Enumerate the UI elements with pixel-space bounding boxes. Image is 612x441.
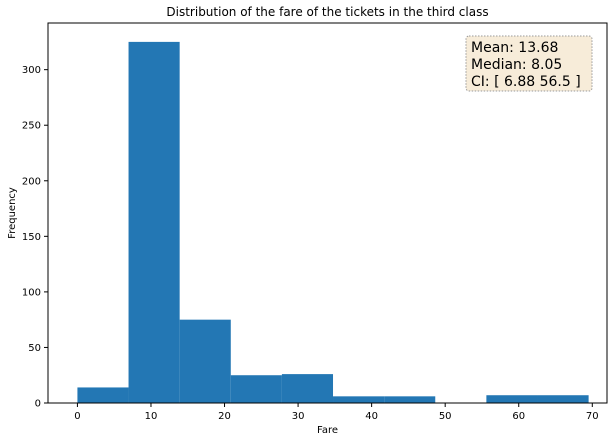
histogram-bar: [230, 375, 282, 403]
x-tick-label: 40: [365, 411, 378, 422]
plot-area: [47, 22, 608, 404]
y-tick-label: 50: [28, 343, 41, 354]
x-tick-label: 0: [74, 411, 80, 422]
x-tick-label: 30: [292, 411, 305, 422]
histogram-bar: [486, 395, 538, 403]
stats-median: Median: 8.05: [471, 57, 562, 73]
histogram-bar: [128, 41, 180, 404]
histogram-bar: [537, 395, 589, 403]
x-tick-label: 60: [512, 411, 525, 422]
x-tick-label: 50: [439, 411, 452, 422]
histogram-bar: [77, 387, 129, 403]
y-tick-label: 200: [22, 176, 41, 187]
y-axis: 0 50 100 150 200 250 300: [22, 65, 48, 410]
stats-annotation-box: [465, 35, 593, 92]
stats-mean: Mean: 13.68: [471, 40, 558, 56]
y-tick-label: 300: [22, 65, 41, 76]
y-tick-label: 250: [22, 121, 41, 132]
x-axis: 0 10 20 30 40 50 60 70: [74, 403, 599, 422]
bars: [77, 41, 589, 404]
histogram-bar: [281, 374, 334, 403]
histogram-bar: [333, 396, 385, 403]
x-axis-label: Fare: [317, 425, 338, 436]
y-tick-label: 100: [22, 287, 41, 298]
y-axis-label: Frequency: [7, 187, 18, 239]
stats-ci: CI: [ 6.88 56.5 ]: [471, 74, 581, 90]
x-tick-label: 20: [218, 411, 231, 422]
histogram-bar: [384, 396, 436, 403]
x-tick-label: 70: [586, 411, 599, 422]
stats-annotation: Mean: 13.68 Median: 8.05 CI: [ 6.88 56.5…: [465, 35, 593, 92]
x-tick-label: 10: [145, 411, 158, 422]
histogram-bar: [179, 319, 231, 403]
plot-frame: [47, 22, 608, 404]
y-tick-label: 0: [35, 399, 41, 410]
y-tick-label: 150: [22, 232, 41, 243]
chart-title: Distribution of the fare of the tickets …: [166, 5, 488, 19]
